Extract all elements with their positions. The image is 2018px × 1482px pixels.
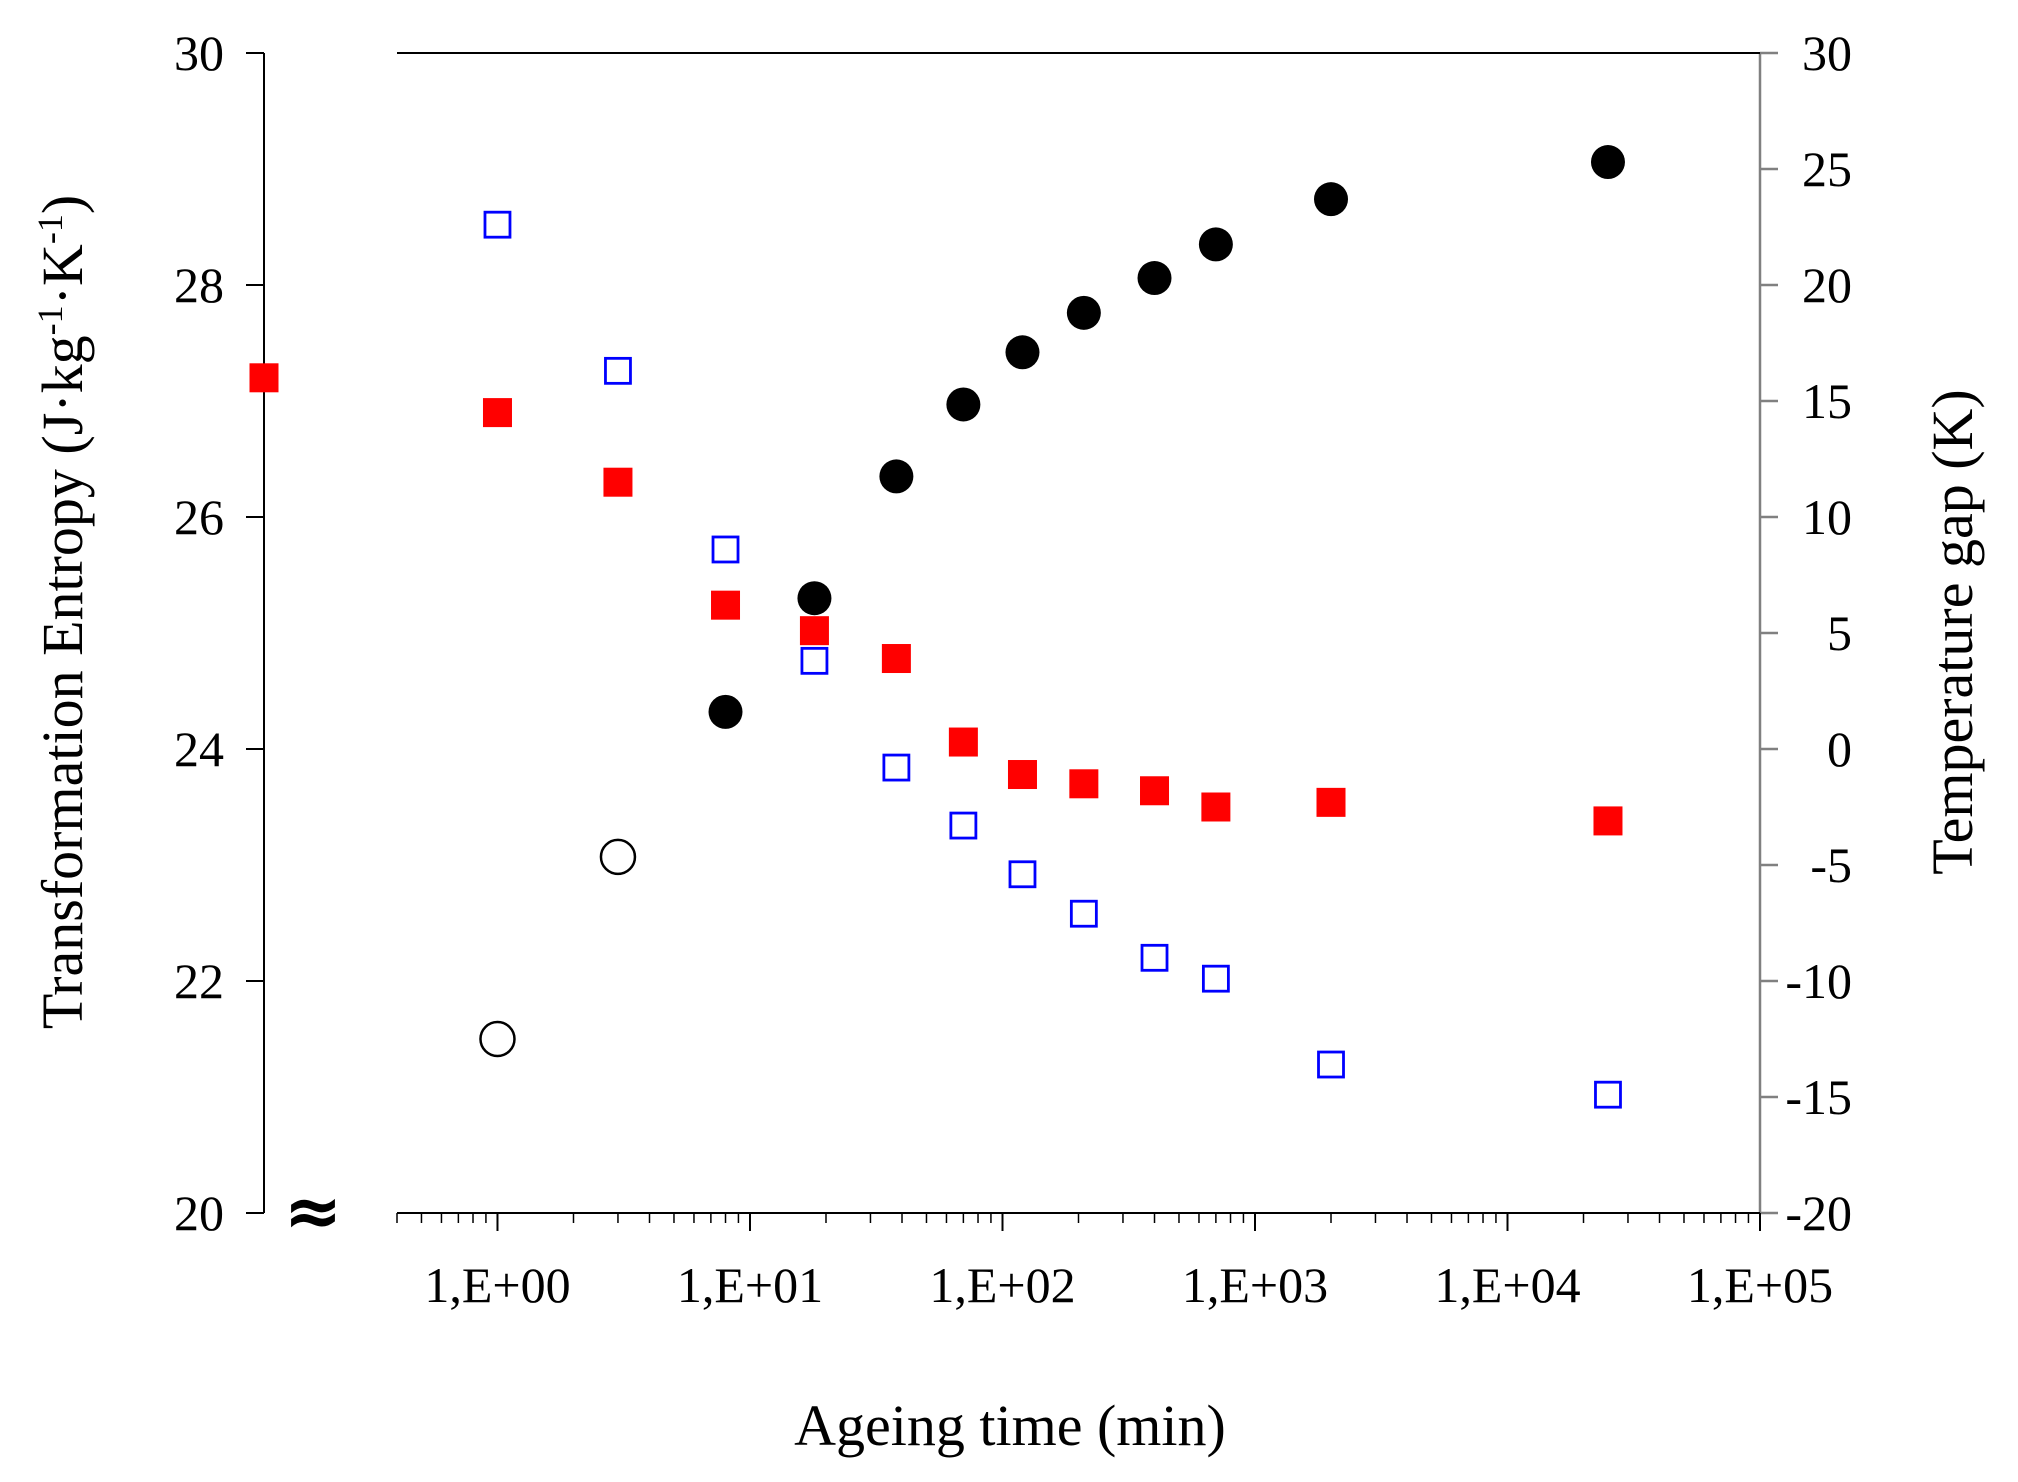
open-square-point xyxy=(800,646,829,675)
y-right-tick-label: -20 xyxy=(1785,1185,1852,1241)
open-square-point xyxy=(882,753,911,782)
y-axis-left-title-sup1: -1 xyxy=(30,305,70,335)
filled-circle-point xyxy=(1005,335,1040,370)
y-right-tick-label: 10 xyxy=(1802,489,1852,545)
y-axis-left-title-end: ) xyxy=(30,195,95,214)
filled-circle-point xyxy=(1137,261,1172,296)
open-square-point xyxy=(1069,899,1098,928)
filled-square-point xyxy=(799,616,829,646)
filled-circle-point xyxy=(1066,295,1101,330)
filled-circle-point xyxy=(708,694,743,729)
open-square-point xyxy=(1140,943,1169,972)
axes xyxy=(246,51,1778,1231)
open-square-point xyxy=(483,210,512,239)
y-axis-right-title: Temperature gap (K) xyxy=(1920,389,1985,874)
y-left-tick-label: 28 xyxy=(174,257,224,313)
y-left-tick-label: 30 xyxy=(174,25,224,81)
open-square-point xyxy=(1201,964,1230,993)
y-right-tick-label: 0 xyxy=(1827,721,1852,777)
open-square-point xyxy=(711,535,740,564)
y-right-tick-label: 30 xyxy=(1802,25,1852,81)
filled-square-point xyxy=(1140,776,1170,806)
y-right-tick-label: 20 xyxy=(1802,257,1852,313)
x-tick-label: 1,E+05 xyxy=(1687,1257,1833,1313)
filled-circle-point xyxy=(1314,182,1349,217)
open-square-point xyxy=(1008,860,1037,889)
filled-square-point xyxy=(1007,760,1037,790)
filled-square-point xyxy=(1593,806,1623,836)
open-square-point xyxy=(1317,1050,1345,1079)
y-left-tick-label: 24 xyxy=(174,721,224,777)
x-tick-label: 1,E+03 xyxy=(1182,1257,1328,1313)
open-square-point xyxy=(604,356,632,385)
filled-square-point xyxy=(711,590,741,620)
y-left-tick-label: 20 xyxy=(174,1185,224,1241)
y-right-tick-label: -15 xyxy=(1785,1069,1852,1125)
y-axis-left-title-mid: ·K xyxy=(30,244,95,305)
open-circle-point xyxy=(479,1020,516,1058)
filled-square-point xyxy=(881,644,911,674)
y-right-tick-label: 25 xyxy=(1802,141,1852,197)
tick-labels: 20 22 24 26 28 30 -20 -15 -10 -5 0 5 10 15 20 25 30 1,E+0… xyxy=(174,25,1852,1313)
y-left-tick-label: 26 xyxy=(174,489,224,545)
filled-square-point xyxy=(1069,769,1099,799)
data-points xyxy=(249,145,1625,1109)
filled-circle-point xyxy=(1198,227,1233,262)
y-axis-left-title: Transformation Entropy (J·kg-1·K-1) xyxy=(30,195,95,1029)
filled-square-point xyxy=(482,398,512,428)
x-axis-title: Ageing time (min) xyxy=(794,1393,1226,1458)
y-right-tick-label: 15 xyxy=(1802,373,1852,429)
filled-circle-point xyxy=(879,459,914,494)
y-right-tick-label: -10 xyxy=(1785,953,1852,1009)
x-tick-label: 1,E+02 xyxy=(929,1257,1075,1313)
filled-circle-point xyxy=(1590,145,1625,180)
y-right-tick-label: -5 xyxy=(1810,837,1852,893)
y-axis-left-title-sup2: -1 xyxy=(30,214,70,244)
filled-square-point xyxy=(1201,792,1231,822)
axis-break-mark: ≈ xyxy=(284,1170,343,1252)
y-axis-left-title-main: Transformation Entropy (J·kg xyxy=(30,335,95,1029)
filled-square-point xyxy=(603,467,633,497)
open-circle-point xyxy=(599,838,637,876)
x-tick-label: 1,E+00 xyxy=(424,1257,570,1313)
open-square-point xyxy=(1594,1080,1622,1109)
open-square-point xyxy=(949,811,978,840)
filled-square-point xyxy=(948,727,978,757)
x-tick-label: 1,E+01 xyxy=(677,1257,823,1313)
filled-square-point xyxy=(1316,787,1346,817)
filled-circle-point xyxy=(797,581,832,616)
x-tick-label: 1,E+04 xyxy=(1434,1257,1580,1313)
filled-circle-point xyxy=(946,387,981,422)
filled-square-point xyxy=(249,363,279,393)
y-left-tick-label: 22 xyxy=(174,953,224,1009)
y-right-tick-label: 5 xyxy=(1827,605,1852,661)
